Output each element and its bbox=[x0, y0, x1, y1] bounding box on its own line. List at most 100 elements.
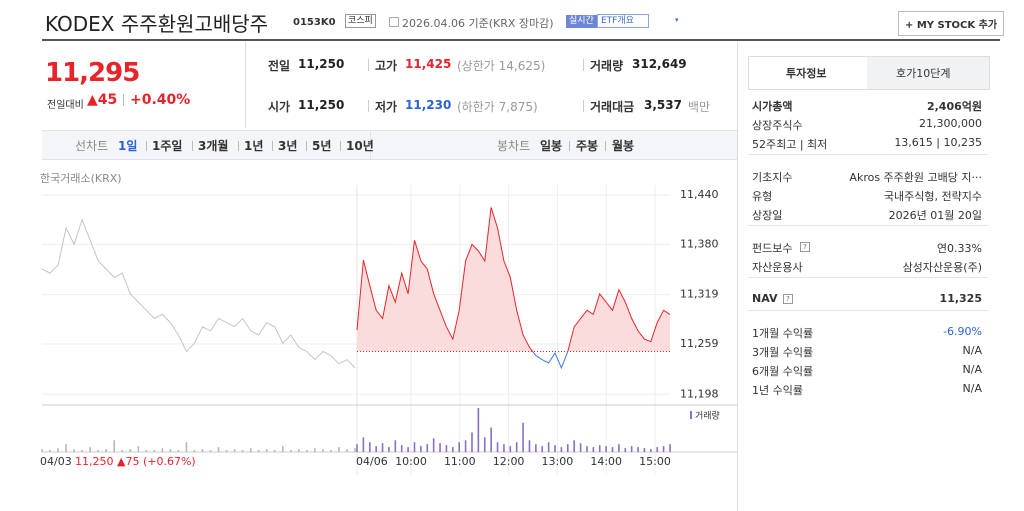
volume-bar bbox=[535, 444, 537, 452]
candle-tab[interactable]: 주봉 bbox=[576, 139, 599, 153]
y-tick-label: 11,380 bbox=[680, 237, 719, 250]
volume-bar bbox=[89, 447, 91, 452]
info-value: N/A bbox=[962, 382, 982, 395]
volume-bar bbox=[605, 446, 607, 452]
info-label: 상장일 bbox=[752, 209, 783, 222]
info-label: 펀드보수 bbox=[752, 242, 793, 255]
stat-separator bbox=[583, 59, 584, 71]
help-icon: ? bbox=[800, 242, 810, 252]
info-value: N/A bbox=[962, 363, 982, 376]
prev-summary: 11,250 ▲75 (+0.67%) bbox=[75, 455, 196, 468]
previous-line bbox=[41, 218, 356, 369]
info-value: 연0.33% bbox=[936, 242, 982, 255]
volume-bar bbox=[426, 444, 429, 452]
period-tab[interactable]: 1년 bbox=[244, 139, 264, 153]
info-value: 국내주식형, 전략지수 bbox=[883, 190, 982, 203]
dropdown-arrow: ▾ bbox=[675, 16, 679, 24]
period-tab[interactable]: 1일 bbox=[118, 139, 138, 153]
volume-bar bbox=[306, 450, 308, 452]
stat-value: 11,250 bbox=[298, 98, 345, 112]
volume-bar bbox=[375, 446, 377, 452]
volume-bar bbox=[121, 450, 124, 452]
candle-tab[interactable]: 일봉 bbox=[540, 139, 563, 153]
info-label: 1년 수익률 bbox=[752, 384, 803, 397]
period-tab[interactable]: 10년 bbox=[346, 139, 374, 153]
volume-bar bbox=[528, 440, 531, 452]
title: KODEX 주주환원고배당주 bbox=[45, 12, 269, 36]
volume-bar bbox=[541, 446, 544, 452]
volume-bar bbox=[241, 450, 244, 452]
stat-extra: (하한가 7,875) bbox=[457, 100, 538, 114]
volume-bar bbox=[209, 450, 212, 452]
info-label: 상장주식수 bbox=[752, 119, 803, 132]
volume-bar bbox=[97, 450, 99, 452]
volume-bar bbox=[490, 427, 492, 452]
period-tab[interactable]: 1주일 bbox=[152, 139, 183, 153]
info-label: 6개월 수익률 bbox=[752, 365, 814, 378]
volume-bar bbox=[81, 450, 83, 452]
realtime-badge[interactable]: 실시간 bbox=[566, 15, 597, 28]
volume-bar bbox=[598, 445, 601, 452]
x-tick-label: 11:00 bbox=[444, 455, 476, 468]
volume-bar bbox=[153, 450, 156, 452]
volume-bar bbox=[439, 443, 441, 452]
volume-bar bbox=[503, 444, 505, 452]
volume-bar bbox=[445, 445, 448, 452]
today-line-up bbox=[356, 207, 671, 352]
stat-separator bbox=[368, 59, 369, 71]
sidebar-tab-active bbox=[749, 57, 867, 89]
volume-bar bbox=[289, 450, 292, 452]
x-tick-label: 12:00 bbox=[493, 455, 525, 468]
x-tick-label: 15:00 bbox=[639, 455, 671, 468]
volume-bar bbox=[298, 449, 300, 452]
volume-bar bbox=[388, 447, 390, 452]
x-tick-label: 13:00 bbox=[542, 455, 574, 468]
period-tab[interactable]: 5년 bbox=[312, 139, 332, 153]
y-tick-label: 11,319 bbox=[680, 288, 719, 301]
volume-bar bbox=[669, 444, 671, 452]
candle-tab[interactable]: 월봉 bbox=[612, 139, 635, 153]
info-value: 2,406억원 bbox=[926, 100, 982, 113]
current-price: 11,295 bbox=[45, 58, 140, 88]
stats-divider bbox=[245, 42, 246, 128]
volume-bar bbox=[560, 447, 563, 452]
volume-bar bbox=[177, 450, 180, 452]
volume-bar bbox=[217, 447, 220, 452]
volume-bar bbox=[73, 449, 75, 452]
volume-bar bbox=[225, 450, 228, 452]
tab-separator bbox=[306, 141, 307, 151]
code: 0153K0 bbox=[293, 17, 336, 28]
volume-bar bbox=[624, 448, 627, 452]
period-tab[interactable]: 3년 bbox=[278, 139, 298, 153]
info-label: 1개월 수익률 bbox=[752, 327, 814, 340]
volume-bar bbox=[407, 447, 409, 452]
volume-bar bbox=[249, 448, 252, 452]
volume-bar bbox=[185, 442, 188, 452]
stat-separator bbox=[583, 100, 584, 112]
stat-extra: (상한가 14,625) bbox=[457, 59, 546, 73]
volume-bar bbox=[338, 447, 340, 452]
volume-bar bbox=[65, 444, 67, 452]
my-stock-button[interactable]: + MY STOCK 추가 bbox=[898, 11, 1005, 36]
volume-bar bbox=[129, 449, 132, 452]
x-tick-label: 14:00 bbox=[590, 455, 622, 468]
volume-bar bbox=[592, 447, 595, 452]
date: 2026.04.06 기준(KRX 장마감) bbox=[402, 17, 554, 30]
y-tick-label: 11,198 bbox=[680, 387, 719, 400]
volume-bar bbox=[362, 437, 365, 452]
etf-info[interactable]: ETF개요 bbox=[597, 14, 649, 28]
stat-label: 거래대금 bbox=[590, 100, 635, 114]
sidebar-rule bbox=[748, 310, 988, 311]
chart-source: 한국거래소(KRX) bbox=[40, 172, 122, 185]
line-chart-label: 선차트 bbox=[75, 139, 109, 153]
volume-bar bbox=[381, 443, 384, 452]
tab-bar bbox=[42, 130, 737, 160]
date: 04/06 bbox=[356, 455, 388, 468]
volume-bar bbox=[586, 446, 588, 452]
sidebar-tab[interactable]: 투자정보 bbox=[786, 67, 827, 80]
period-tab[interactable]: 3개월 bbox=[198, 139, 229, 153]
volume-bar bbox=[515, 442, 518, 452]
volume-bar bbox=[368, 442, 371, 452]
sidebar-tab[interactable]: 호가10단계 bbox=[896, 67, 951, 80]
